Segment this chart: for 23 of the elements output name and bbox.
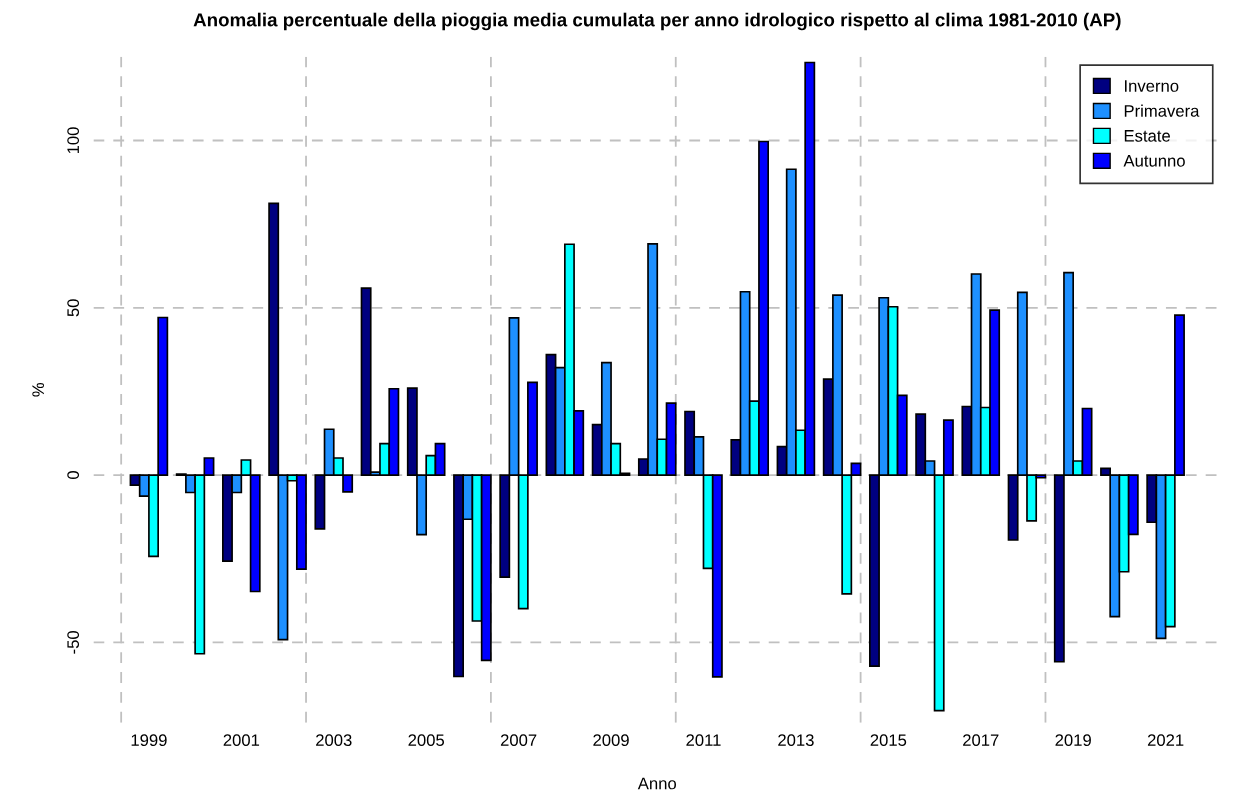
y-tick-label: 100 [67, 127, 80, 154]
x-tick-label: 2015 [870, 734, 907, 747]
x-tick-label: 2009 [593, 734, 629, 747]
legend-label: Primavera [1124, 104, 1200, 117]
y-tick-label: 0 [67, 471, 80, 480]
y-axis-title: % [32, 382, 44, 397]
x-axis-title: Anno [637, 777, 677, 790]
chart-title: Anomalia percentuale della pioggia media cumulata per anno idrologico rispetto al clima 1981-2010 (AP) [193, 12, 1121, 31]
x-tick-label: 2011 [686, 734, 721, 747]
x-tick-label: 2019 [1055, 734, 1091, 747]
x-tick-label: 2007 [500, 734, 537, 747]
legend-label: Estate [1124, 130, 1170, 142]
x-tick-label: 2021 [1147, 734, 1184, 747]
y-tick-label: 50 [67, 299, 80, 317]
y-tick-label: -50 [67, 630, 80, 654]
x-tick-label: 2003 [316, 734, 352, 747]
x-tick-label: 2013 [778, 734, 814, 747]
legend-label: Inverno [1125, 80, 1179, 92]
legend-label: Autunno [1123, 155, 1185, 167]
x-tick-label: 1999 [131, 734, 167, 747]
x-tick-label: 2017 [963, 734, 999, 747]
x-tick-label: 2005 [408, 734, 445, 747]
x-tick-label: 2001 [223, 734, 260, 747]
